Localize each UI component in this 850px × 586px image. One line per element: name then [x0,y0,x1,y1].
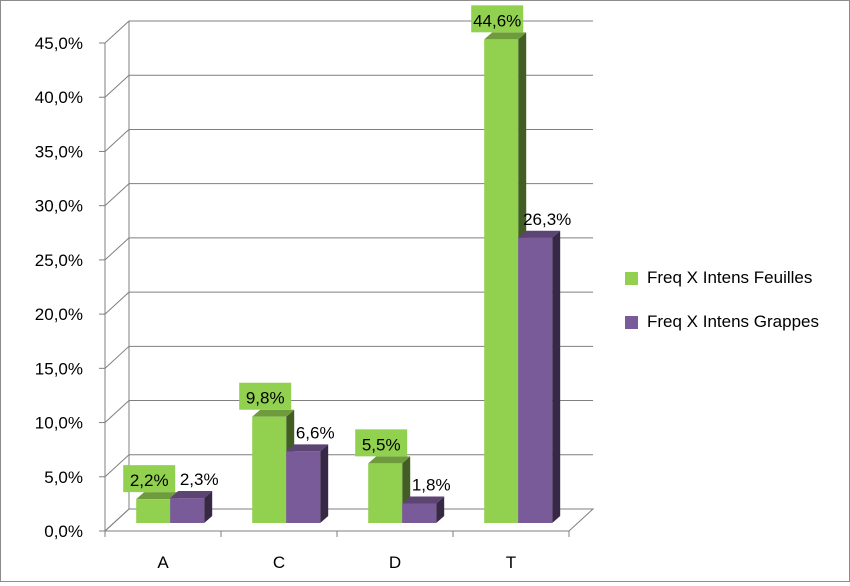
data-label: 2,2% [130,471,169,490]
x-tick-label: A [157,553,169,572]
legend-item-feuilles: Freq X Intens Feuilles [625,267,819,289]
bar-front [484,39,519,524]
legend-item-grappes: Freq X Intens Grappes [625,311,819,333]
chart-floor [103,508,595,532]
gridline-slant [104,345,130,369]
bar [518,230,561,523]
data-label-bg [123,465,176,493]
bar-front [136,499,171,523]
y-tick-label: 15,0% [35,359,83,378]
legend: Freq X Intens Feuilles Freq X Intens Gra… [625,267,819,355]
data-label: 2,3% [180,470,219,489]
bar-front [252,416,287,523]
x-tick-label: C [273,553,285,572]
y-tick-label: 40,0% [35,88,83,107]
data-label-bg [239,382,292,410]
bar [402,496,445,523]
bar-top [286,444,329,452]
data-label: 26,3% [523,210,571,229]
gridline-slant [104,183,130,207]
bar-front [518,237,553,523]
bar-front [402,503,437,523]
gridline-slant [104,454,130,478]
y-tick-label: 5,0% [44,468,83,487]
bar-front [170,498,205,523]
axes [99,42,570,537]
data-label: 9,8% [246,389,285,408]
data-label: 6,6% [296,423,335,442]
bars [136,32,561,524]
bar-top [368,456,411,464]
data-label-bg [471,5,524,33]
data-label-bg [355,429,408,457]
data-labels: 0,0% 5,0% 10,0% 15,0% 20,0% 25,0% 30,0% 35,0% 40… [35,5,571,572]
bar-front [368,463,403,523]
legend-label-grappes: Freq X Intens Grappes [647,312,819,331]
bar-top [252,409,295,417]
gridline-slant [104,291,130,315]
gridline-slant [104,237,130,261]
bar-side [436,496,445,523]
x-tick-label: D [389,553,401,572]
bar-side [204,491,213,523]
bar-front [286,451,321,523]
bar-top [136,492,179,500]
bar-side [552,230,561,523]
data-label: 5,5% [362,435,401,454]
gridline-slant [104,74,130,98]
gridline-slant [104,400,130,423]
y-tick-label: 10,0% [35,414,83,433]
legend-swatch-feuilles [625,271,638,285]
legend-label-feuilles: Freq X Intens Feuilles [647,268,813,287]
y-tick-label: 0,0% [44,522,83,541]
bar [286,444,329,523]
y-tick-label: 45,0% [35,34,83,53]
bar-top [170,491,213,499]
bar-top [484,32,527,40]
y-tick-label: 20,0% [35,305,83,324]
y-tick-label: 30,0% [35,197,83,216]
legend-swatch-grappes [625,315,638,329]
bar-top [402,496,445,504]
gridline-slant [104,20,130,44]
gridline-slant [104,129,130,152]
data-label: 1,8% [412,475,451,494]
y-tick-label: 25,0% [35,251,83,270]
bar-side [320,444,329,523]
data-label: 44,6% [473,11,521,30]
bar-top [518,230,561,238]
bar [170,491,213,523]
x-tick-label: T [506,553,516,572]
y-tick-label: 35,0% [35,142,83,161]
bar [484,32,527,524]
